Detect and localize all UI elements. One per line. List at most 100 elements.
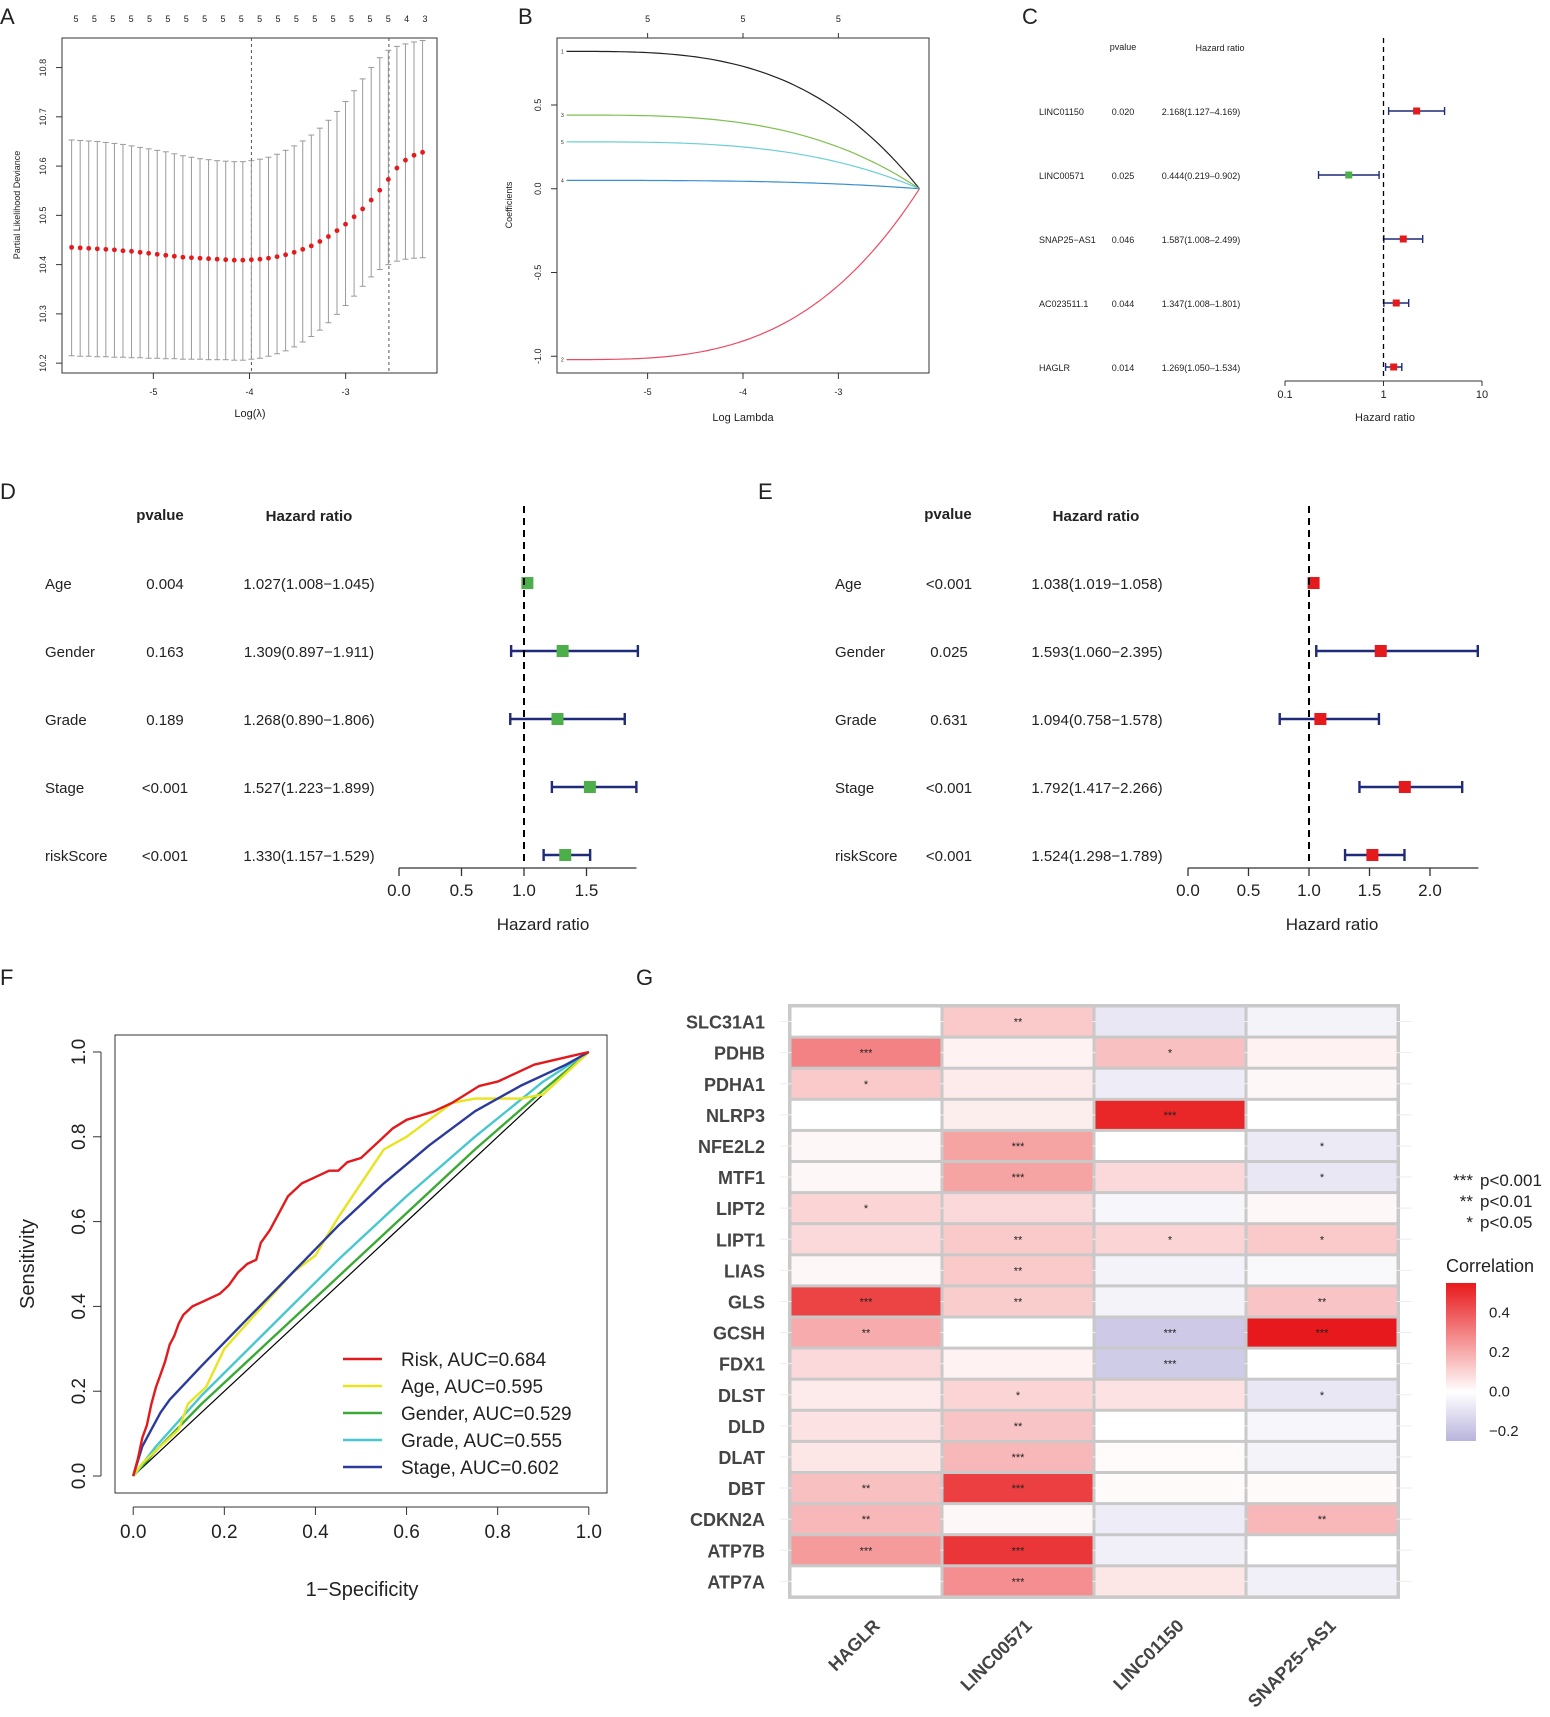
panel-f-label: F (0, 965, 13, 990)
cv-point (334, 228, 340, 234)
sig-legend-label: p<0.05 (1480, 1213, 1532, 1232)
heatmap-cell (791, 1256, 941, 1285)
x-tick-label: 0.0 (387, 881, 411, 900)
panel-f-x-label: 1−Specificity (306, 1579, 419, 1601)
x-tick-label: 0.5 (1237, 881, 1261, 900)
significance-stars: * (1320, 1234, 1325, 1246)
row-label: CDKN2A (690, 1510, 765, 1530)
y-tick-label: -1.0 (533, 348, 543, 364)
heatmap-cell (791, 1567, 941, 1596)
heatmap-cell (1247, 1194, 1397, 1223)
heatmap-cell (943, 1536, 1093, 1565)
heatmap-cell (1095, 1256, 1245, 1285)
x-tick-label: -4 (245, 387, 253, 397)
row-hr: 1.269(1.050–1.534) (1162, 363, 1241, 373)
panel-c-rows: LINC01150 0.020 2.168(1.127–4.169) LINC0057… (1039, 107, 1446, 373)
row-name: LINC01150 (1039, 107, 1084, 117)
row-hr: 0.444(0.219–0.902) (1162, 171, 1241, 181)
panel-d-hr-header: Hazard ratio (266, 508, 353, 525)
heatmap-cell (1095, 1442, 1245, 1471)
heatmap-cell (791, 1318, 941, 1347)
heatmap-cell (1247, 1225, 1397, 1254)
heatmap-cell (1247, 1380, 1397, 1409)
row-hr: 1.347(1.008–1.801) (1162, 299, 1241, 309)
row-pvalue: <0.001 (926, 848, 972, 865)
row-name: HAGLR (1039, 363, 1071, 373)
panel-e-x-label: Hazard ratio (1286, 915, 1379, 934)
panel-c-hr-header: Hazard ratio (1195, 43, 1244, 53)
heatmap-cell (791, 1131, 941, 1160)
panel-g-colorbar-title: Correlation (1446, 1256, 1534, 1276)
coef-path-label: 3 (561, 113, 564, 119)
significance-stars: ** (1318, 1296, 1327, 1308)
panel-f-legend: Risk, AUC=0.684 Age, AUC=0.595 Gender, AUC… (343, 1350, 572, 1479)
row-pvalue: <0.001 (926, 576, 972, 593)
coef-path-4 (566, 179, 920, 190)
panel-c-label: C (1022, 4, 1038, 29)
significance-stars: ** (1014, 1234, 1023, 1246)
cv-point (137, 249, 143, 255)
hr-marker (551, 713, 564, 725)
panel-f-roc: F 0.0 0.2 0.4 0.6 0.8 1.0 0.00.20.40.60.81.0 … (0, 965, 608, 1601)
row-pvalue: 0.044 (1112, 299, 1135, 309)
panel-f-roc-curves (132, 1050, 590, 1477)
cv-point (411, 152, 417, 158)
heatmap-cell (943, 1318, 1093, 1347)
panel-a-top-counts: 5 5 5 5 5 5 5 5 5 5 5 5 5 5 5 5 5 5 4 3 (73, 14, 427, 24)
legend-label: Gender, AUC=0.529 (401, 1404, 572, 1425)
top-count-label: 5 (312, 14, 317, 24)
roc-curve-grade (132, 1050, 590, 1477)
panel-f-diagonal (132, 1051, 590, 1477)
top-count-label: 5 (331, 14, 336, 24)
cv-point (291, 249, 297, 255)
significance-stars: * (1016, 1390, 1021, 1402)
cv-point (129, 248, 134, 254)
row-label: MTF1 (718, 1168, 765, 1188)
cv-point (189, 255, 194, 261)
panel-d-label: D (0, 479, 16, 504)
row-pvalue: 0.046 (1112, 235, 1135, 245)
y-tick-label: 0.0 (69, 1463, 90, 1489)
significance-stars: ** (862, 1328, 871, 1340)
heatmap-cell (1095, 1318, 1245, 1347)
significance-stars: * (1320, 1141, 1325, 1153)
heatmap-cell (791, 1349, 941, 1378)
top-count-label: 5 (386, 14, 391, 24)
heatmap-cell (791, 1380, 941, 1409)
heatmap-cell (943, 1411, 1093, 1440)
heatmap-cell (1247, 1411, 1397, 1440)
heatmap-cell (943, 1287, 1093, 1316)
panel-g-row-labels: SLC31A1 PDHB PDHA1 NLRP3 NFE2L2 MTF1 LIPT2 LIPT… (686, 1013, 765, 1593)
cv-point (214, 256, 220, 262)
panel-a-x-axis: -5 -4 -3 (149, 373, 350, 397)
coef-path-label: 2 (561, 358, 564, 364)
heatmap-cell (1247, 1474, 1397, 1503)
significance-stars: * (1168, 1234, 1173, 1246)
cv-point (420, 149, 425, 155)
cv-point (274, 254, 280, 260)
row-name: Grade (45, 712, 87, 729)
heatmap-cell (1247, 1349, 1397, 1378)
cv-point (240, 257, 246, 263)
row-pvalue: 0.020 (1112, 107, 1135, 117)
x-tick-label: 1.0 (576, 1522, 602, 1543)
significance-stars: * (1320, 1172, 1325, 1184)
heatmap-cell (1247, 1318, 1397, 1347)
cv-point (206, 256, 211, 262)
cv-point (103, 246, 109, 252)
heatmap-cell (1247, 1163, 1397, 1192)
heatmap-cell (943, 1567, 1093, 1596)
row-hr: 1.593(1.060−2.395) (1031, 644, 1162, 661)
row-hr: 1.587(1.008–2.499) (1162, 235, 1241, 245)
cv-point (231, 257, 237, 263)
x-tick-label: 0.4 (302, 1522, 329, 1543)
y-tick-label: 0.8 (69, 1124, 90, 1150)
y-tick-label: 10.2 (38, 354, 48, 372)
cv-point (163, 252, 169, 258)
row-pvalue: 0.025 (930, 644, 968, 661)
row-pvalue: 0.014 (1112, 363, 1135, 373)
heatmap-cell (1247, 1100, 1397, 1129)
coef-path-label: 4 (561, 178, 564, 184)
top-count-label: 4 (404, 14, 409, 24)
y-tick-label: 0.0 (533, 182, 543, 195)
